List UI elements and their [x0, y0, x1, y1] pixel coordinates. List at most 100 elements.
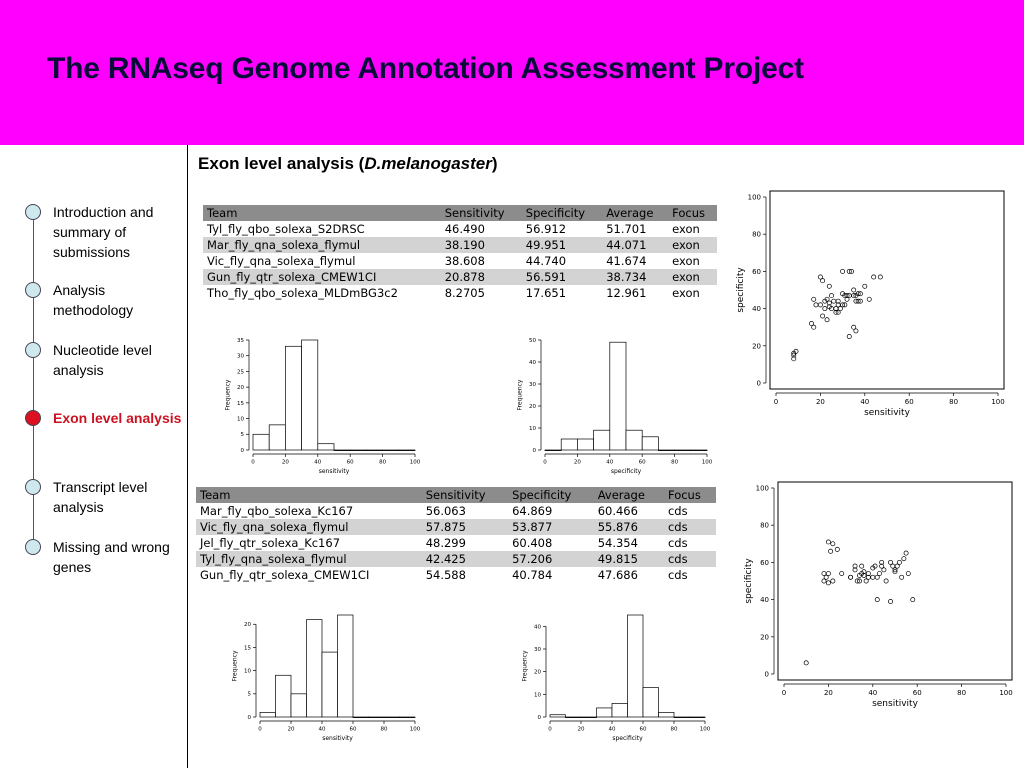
x-tick-label: 20: [574, 460, 581, 466]
y-tick-label: 20: [529, 404, 536, 410]
scatter-point: [821, 578, 827, 584]
histogram-bar: [596, 707, 613, 718]
y-tick-label: 10: [534, 692, 541, 698]
histogram-bar: [642, 687, 659, 718]
histogram-bar: [611, 703, 628, 718]
x-tick-label: 80: [957, 689, 966, 697]
y-tick-label: 0: [533, 448, 537, 454]
y-axis-label: Frequency: [517, 379, 524, 410]
cell: Mar_fly_qbo_solexa_Kc167: [200, 504, 354, 518]
cell: Vic_fly_qna_solexa_flymul: [207, 254, 356, 268]
histogram-bar: [399, 716, 416, 718]
y-axis-label: Frequency: [522, 650, 529, 681]
cell: 44.071: [602, 237, 669, 253]
y-tick-label: 20: [244, 622, 251, 628]
histogram-bar: [352, 716, 369, 718]
scatter-point: [811, 324, 817, 330]
x-tick-label: 60: [350, 727, 357, 733]
x-tick-label: 80: [671, 727, 678, 733]
cell: 64.869: [512, 504, 553, 518]
scatter-point: [894, 563, 900, 569]
histogram-bar: [317, 443, 335, 451]
y-axis-label: Frequency: [225, 379, 232, 410]
cell: exon: [672, 254, 700, 268]
nav-dot-icon: [25, 204, 41, 220]
histogram-bar: [398, 449, 416, 451]
cell: 38.608: [444, 254, 485, 268]
nav-item-label: Missing and wrong genes: [53, 539, 170, 575]
scatter-point: [791, 356, 797, 362]
scatter-point: [877, 571, 882, 577]
plot-frame: [777, 481, 1013, 681]
x-tick-label: 60: [639, 460, 646, 466]
x-axis-label: sensitivity: [864, 408, 911, 418]
scatter-point: [877, 274, 883, 280]
scatter-point: [896, 559, 902, 565]
histogram-bar: [690, 449, 708, 451]
y-tick-label: 80: [760, 522, 769, 530]
x-tick-label: 0: [251, 460, 255, 466]
histogram-bar: [268, 424, 286, 451]
cell: Tyl_fly_qbo_solexa_S2DRSC: [207, 222, 365, 236]
x-axis-label: specificity: [612, 735, 643, 742]
scatter-point: [817, 274, 823, 280]
cell: 56.912: [525, 222, 567, 236]
y-tick-label: 80: [752, 231, 761, 239]
scatter-point: [851, 287, 857, 293]
x-axis-label: sensitivity: [322, 735, 353, 742]
x-tick-label: 100: [702, 460, 713, 466]
table-header-row: Team Sensitivity Specificity Average Foc…: [203, 205, 717, 221]
scatter-point: [825, 571, 831, 577]
section-title-prefix: Exon level analysis (: [198, 154, 365, 173]
nav-dot-icon: [25, 282, 41, 298]
x-tick-label: 40: [314, 460, 321, 466]
x-tick-label: 0: [782, 689, 786, 697]
table-row: Vic_fly_qna_solexa_flymul 38.608 44.740 41.…: [203, 253, 717, 269]
cds-sensitivity-histogram: 0 20 40 60 80 100 sensitivity 0 5 10 15 20 Frequency: [232, 614, 421, 742]
scatter-point: [903, 550, 909, 556]
vertical-divider: [187, 145, 188, 768]
x-tick-label: 100: [410, 460, 421, 466]
scatter-point: [791, 352, 797, 358]
histogram-bar: [673, 716, 690, 718]
histogram-bar: [333, 449, 351, 451]
x-tick-label: 80: [671, 460, 678, 466]
header-banner: The RNAseq Genome Annotation Assessment …: [0, 0, 1024, 145]
scatter-point: [831, 298, 837, 304]
table-header-row: Team Sensitivity Specificity Average Foc…: [196, 487, 716, 503]
histogram-bar: [560, 438, 578, 451]
histogram-bar: [625, 429, 643, 451]
y-tick-label: 40: [529, 360, 536, 366]
scatter-point: [791, 350, 797, 356]
x-tick-label: 40: [609, 727, 616, 733]
histogram-bar: [382, 449, 400, 451]
y-tick-label: 20: [752, 342, 761, 350]
plot-frame: [769, 190, 1005, 390]
scatter-point: [861, 572, 867, 578]
x-tick-label: 80: [379, 460, 386, 466]
cell: 20.878: [440, 269, 522, 285]
scatter-point: [848, 574, 854, 580]
nav-dot-icon: [25, 342, 41, 358]
cell: 49.815: [593, 551, 664, 567]
histogram-bar: [349, 449, 367, 451]
cell: Gun_fly_qtr_solexa_CMEW1CI: [203, 269, 441, 285]
histogram-bar: [259, 712, 276, 718]
scatter-point: [853, 298, 859, 304]
exon-results-table: Team Sensitivity Specificity Average Foc…: [203, 205, 717, 301]
x-tick-label: 20: [824, 689, 833, 697]
header-cell: Specificity: [508, 487, 594, 503]
scatter-point: [901, 556, 907, 562]
y-tick-label: 60: [752, 268, 761, 276]
histogram-bar: [275, 674, 292, 718]
scatter-point: [892, 567, 898, 573]
scatter-point: [820, 313, 826, 319]
cds-specificity-histogram: 0 20 40 60 80 100 specificity 0 10 20 30 40 Frequenc…: [522, 614, 711, 742]
scatter-point: [840, 268, 846, 274]
scatter-point: [826, 304, 832, 310]
nav-dot-icon: [25, 539, 41, 555]
scatter-point: [910, 597, 916, 603]
scatter-point: [862, 283, 868, 289]
cds-scatter-plot: 0 20 40 60 80 100 sensitivity 0 20 40 60 80 100 speci…: [744, 481, 1013, 709]
y-tick-label: 35: [237, 338, 244, 344]
